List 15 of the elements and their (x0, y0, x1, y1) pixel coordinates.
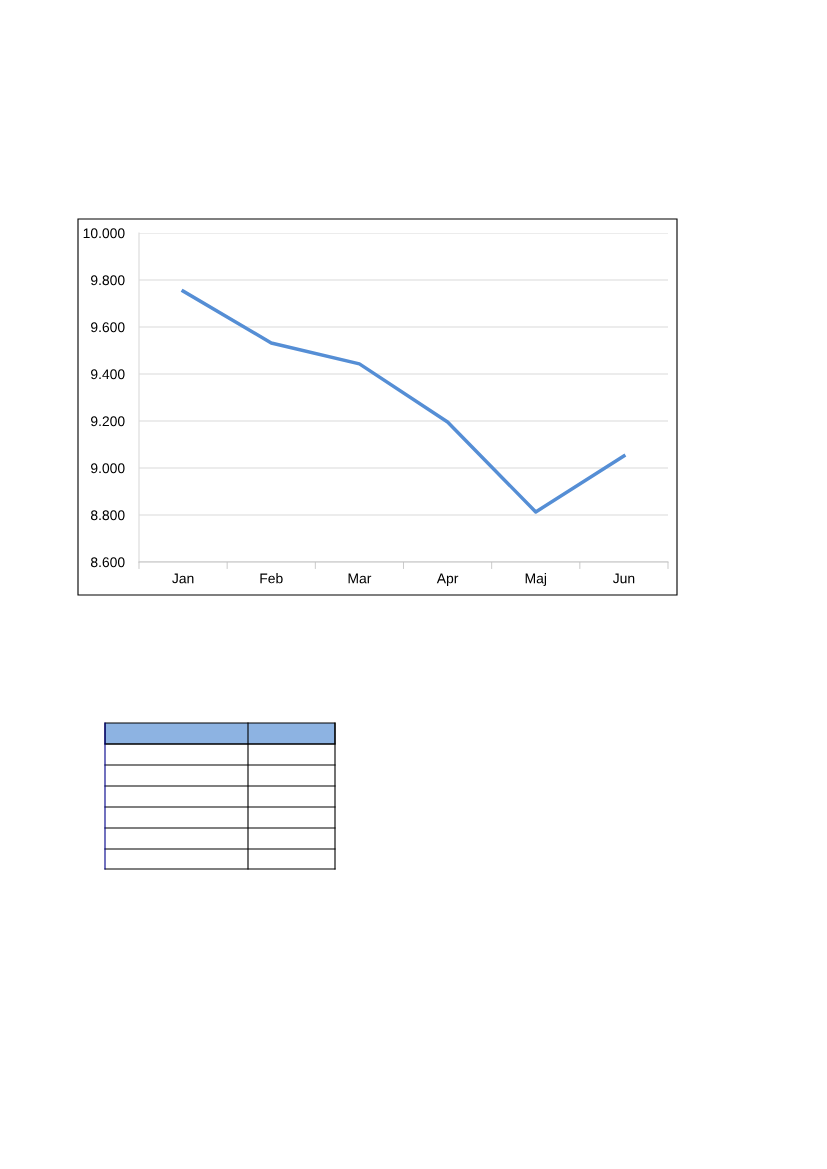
y-tick-label: 8.600 (90, 557, 125, 568)
y-tick-label: 9.000 (91, 463, 125, 474)
x-tick-label: Jun (612, 573, 635, 584)
y-tick-label: 9.400 (91, 369, 125, 380)
x-tick-label: Maj (525, 573, 547, 587)
y-tick-label: 9.800 (91, 275, 125, 286)
y-tick-label: 9.200 (91, 416, 125, 427)
x-tick-label: Feb (260, 573, 283, 584)
y-tick-label: 8.800 (90, 510, 125, 521)
x-tick-label: Apr (436, 573, 459, 587)
x-tick-label: Mar (348, 573, 372, 584)
x-tick-label: Jan (172, 573, 194, 584)
y-tick-label: 9.600 (91, 322, 125, 333)
y-tick-label: 10.000 (83, 228, 125, 239)
line-series (181, 289, 626, 514)
